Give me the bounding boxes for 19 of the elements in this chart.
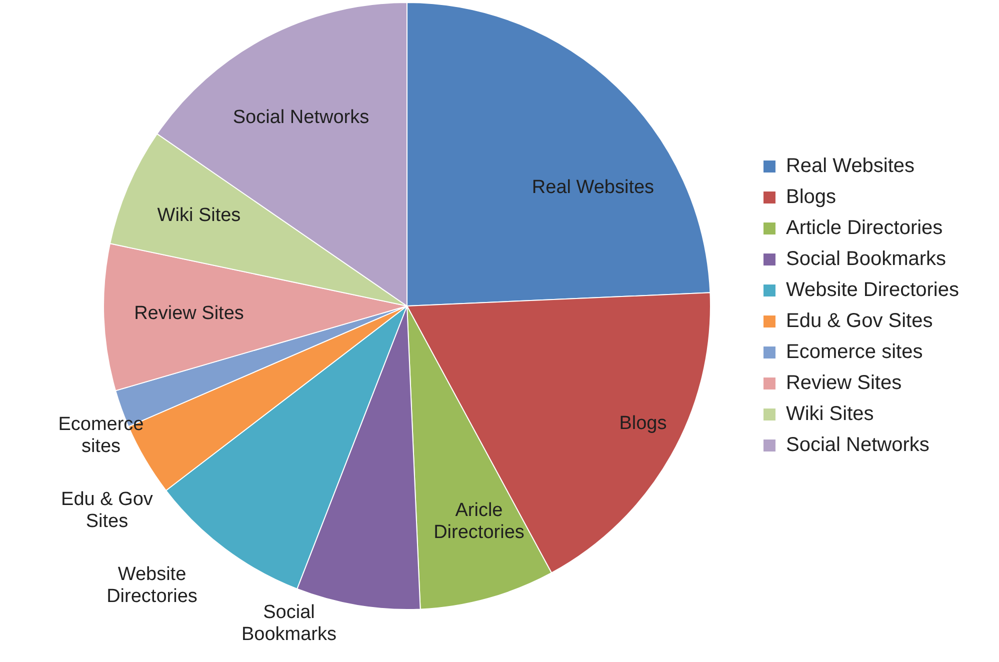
- data-label: Social Bookmarks: [241, 602, 337, 646]
- legend-label: Review Sites: [786, 372, 902, 394]
- data-label: Website Directories: [106, 564, 198, 608]
- data-label: Social Networks: [232, 107, 370, 128]
- data-label: Review Sites: [134, 303, 244, 324]
- data-label: Real Websites: [532, 177, 654, 198]
- legend-label: Article Directories: [786, 217, 943, 240]
- data-label: Blogs: [619, 413, 667, 434]
- legend-label: Real Websites: [786, 155, 915, 178]
- legend-label: Ecomerce sites: [786, 341, 923, 364]
- legend-label: Social Bookmarks: [786, 248, 946, 270]
- legend-label: Wiki Sites: [786, 403, 874, 426]
- data-label: Wiki Sites: [157, 205, 241, 226]
- legend-label: Social Networks: [786, 434, 930, 456]
- data-label: Edu & Gov Sites: [61, 489, 154, 532]
- legend-label: Website Directories: [786, 279, 960, 302]
- data-label: Aricle Directories: [434, 500, 524, 544]
- legend-label: Edu & Gov Sites: [786, 310, 933, 332]
- legend-label: Blogs: [786, 186, 836, 208]
